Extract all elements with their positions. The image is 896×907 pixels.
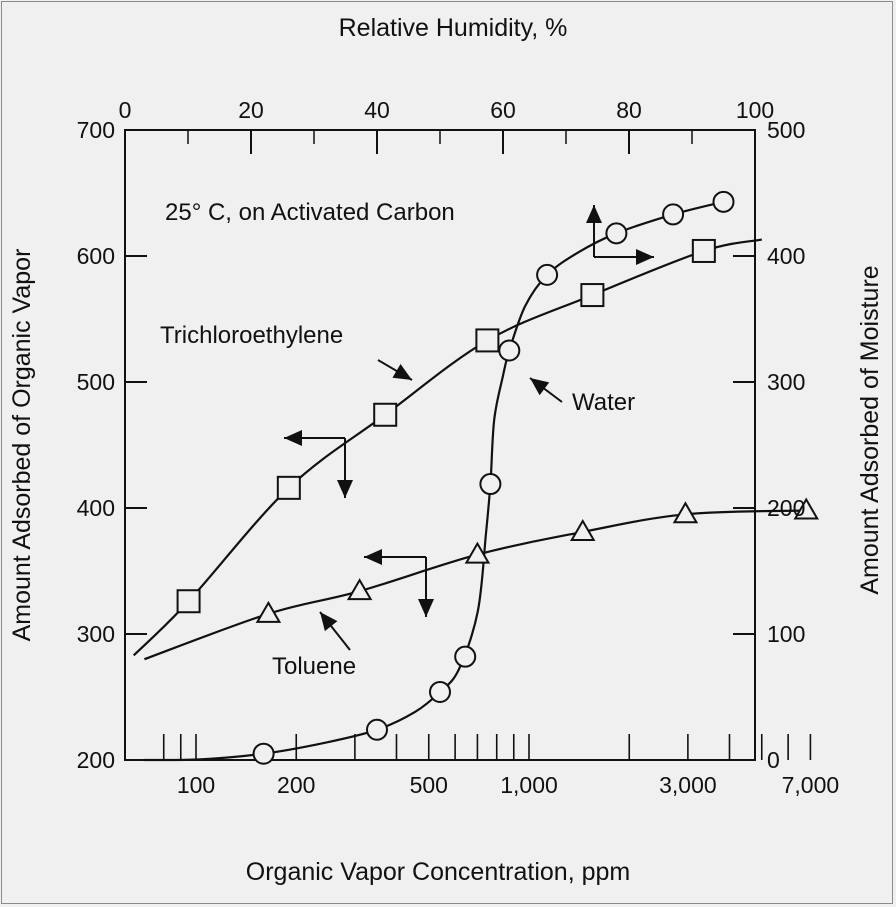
x-bottom-axis-label: Organic Vapor Concentration, ppm: [246, 858, 630, 886]
water-point: [366, 718, 388, 741]
x-top-tick-label: 20: [238, 97, 264, 123]
toluene-point: [464, 541, 491, 564]
water-point: [662, 203, 685, 226]
toluene-point: [255, 600, 282, 623]
x-bottom-tick-label: 7,000: [782, 772, 840, 798]
y-left-tick-label: 700: [77, 117, 115, 143]
y-left-tick-label: 600: [77, 243, 115, 269]
x-bottom-tick-label: 1,000: [500, 772, 558, 798]
water-point: [536, 263, 559, 286]
water-point: [479, 473, 502, 496]
y-left-axis-label: Amount Adsorbed of Organic Vapor: [8, 249, 36, 642]
x-bottom-tick-label: 100: [177, 772, 215, 798]
toluene-point: [346, 578, 373, 601]
y-left-tick-label: 300: [77, 621, 115, 647]
x-bottom-tick-label: 3,000: [659, 772, 717, 798]
axis-indicator-arrows: [284, 205, 654, 651]
water-right-arrow-head: [636, 249, 654, 265]
y-right-tick-label: 500: [767, 117, 805, 143]
trichloroethylene-pointer-arrow-head: [392, 363, 412, 380]
fitted-curves: [132, 200, 807, 762]
water-point: [454, 645, 477, 668]
water-point: [252, 742, 275, 765]
y-right-tick-label: 100: [767, 621, 805, 647]
water-point: [429, 680, 451, 703]
trichloroethylene-curve: [132, 238, 763, 657]
water-curve: [143, 200, 724, 762]
toluene-point: [570, 518, 596, 541]
toluene-point: [672, 501, 699, 524]
trichloroethylene-left-arrow-head: [284, 430, 302, 446]
condition-annotation: 25° C, on Activated Carbon: [165, 199, 455, 226]
y-left-tick-label: 400: [77, 495, 115, 521]
trichloroethylene-point: [580, 283, 605, 308]
x-top-tick-label: 0: [119, 97, 132, 123]
water-point: [712, 190, 735, 213]
x-top-tick-label: 80: [616, 97, 642, 123]
trichloroethylene-point: [373, 402, 398, 427]
trichloroethylene-down-arrow-head: [337, 480, 353, 498]
water-point: [605, 222, 628, 245]
toluene-curve: [144, 509, 807, 661]
x-top-axis-label: Relative Humidity, %: [339, 14, 568, 42]
y-right-tick-label: 400: [767, 243, 805, 269]
axis-ticks: [124, 129, 812, 761]
x-top-tick-label: 100: [736, 97, 774, 123]
toluene-left-arrow-head: [364, 549, 382, 565]
series-label-water: Water: [572, 389, 635, 416]
trichloroethylene-point: [475, 328, 500, 353]
water-pointer-arrow-head: [530, 378, 550, 396]
y-right-tick-label: 0: [767, 747, 780, 773]
data-markers: [176, 190, 819, 765]
toluene-pointer-arrow-head: [320, 612, 338, 632]
y-right-tick-label: 200: [767, 495, 805, 521]
x-bottom-tick-label: 500: [410, 772, 448, 798]
y-right-axis-label: Amount Adsorbed of Moisture: [856, 265, 884, 594]
x-bottom-tick-label: 200: [277, 772, 315, 798]
y-right-tick-label: 300: [767, 369, 805, 395]
trichloroethylene-point: [176, 589, 201, 614]
y-left-tick-label: 200: [77, 747, 115, 773]
trichloroethylene-point: [691, 238, 716, 263]
series-label-trichloroethylene: Trichloroethylene: [160, 322, 343, 349]
trichloroethylene-point: [276, 475, 301, 500]
toluene-down-arrow-head: [418, 599, 434, 617]
x-top-tick-label: 40: [364, 97, 390, 123]
toluene-point: [793, 497, 819, 520]
water-point: [498, 339, 521, 362]
series-label-toluene: Toluene: [272, 653, 356, 680]
x-top-tick-label: 60: [490, 97, 516, 123]
water-up-arrow-head: [586, 205, 602, 223]
y-left-tick-label: 500: [77, 369, 115, 395]
